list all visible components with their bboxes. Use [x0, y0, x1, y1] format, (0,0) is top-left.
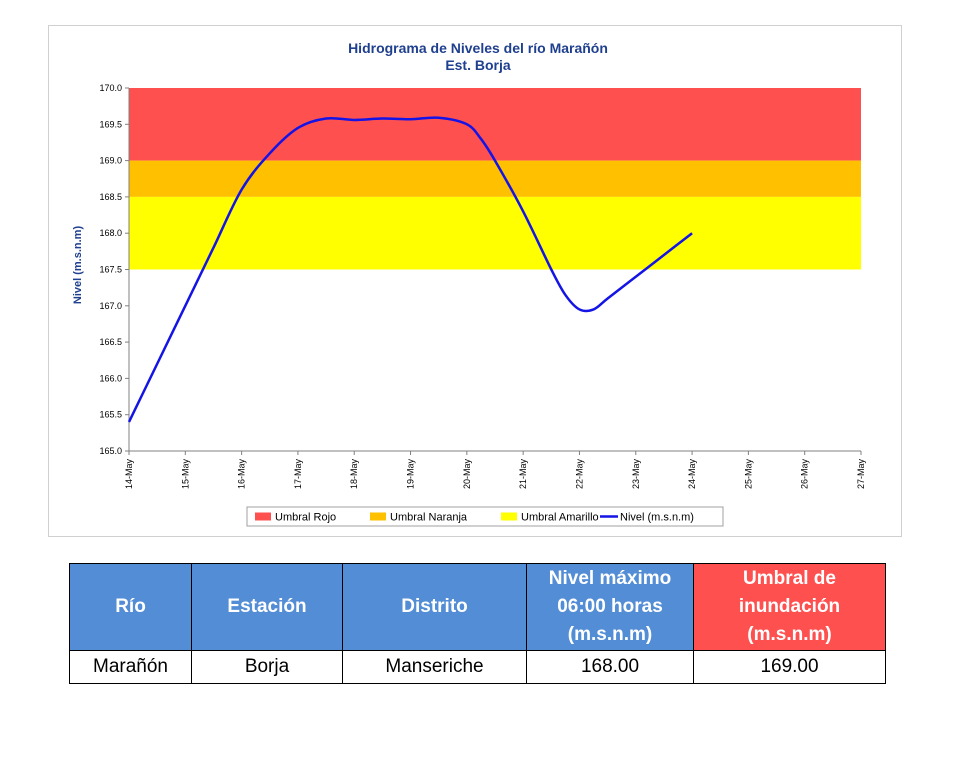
- x-tick-label: 25-May: [743, 459, 753, 490]
- x-tick-label: 22-May: [574, 459, 584, 490]
- y-tick-label: 167.5: [99, 265, 122, 275]
- x-tick-label: 14-May: [124, 459, 134, 490]
- hydrograph-chart: Hidrograma de Niveles del río Marañón Es…: [72, 40, 866, 527]
- y-tick-label: 167.0: [99, 301, 122, 311]
- header-rio: Río: [69, 563, 192, 651]
- x-tick-label: 21-May: [518, 459, 528, 490]
- legend-swatch: [501, 512, 517, 521]
- cell-nivel-maximo: 168.00: [526, 650, 694, 684]
- band-umbral-amarillo: [129, 196, 861, 270]
- x-tick-label: 18-May: [349, 459, 359, 490]
- y-tick-label: 168.5: [99, 192, 122, 202]
- y-tick-label: 166.0: [99, 373, 122, 383]
- y-tick-label: 169.5: [99, 119, 122, 129]
- y-axis-label: Nivel (m.s.n.m): [72, 226, 84, 305]
- y-tick-label: 170.0: [99, 83, 122, 93]
- x-tick-label: 27-May: [856, 459, 866, 490]
- x-tick-label: 23-May: [631, 459, 641, 490]
- header-nivel-maximo: Nivel máximo 06:00 horas (m.s.n.m): [526, 563, 694, 651]
- y-tick-labels: 165.0 165.5 166.0 166.5 167.0 167.5 168.0 168.5…: [99, 83, 129, 456]
- x-tick-label: 24-May: [687, 459, 697, 490]
- table-header-row: Río Estación Distrito Nivel máximo 06:00…: [69, 563, 886, 651]
- cell-umbral-inundacion: 169.00: [693, 650, 886, 684]
- legend-swatch: [255, 512, 271, 521]
- cell-distrito: Manseriche: [342, 650, 527, 684]
- chart-frame: Hidrograma de Niveles del río Marañón Es…: [48, 25, 902, 537]
- station-info-table: Río Estación Distrito Nivel máximo 06:00…: [69, 563, 886, 684]
- threshold-bands: [129, 88, 861, 270]
- legend-label: Umbral Naranja: [390, 512, 468, 524]
- header-distrito: Distrito: [342, 563, 527, 651]
- cell-estacion: Borja: [191, 650, 343, 684]
- table-row: Marañón Borja Manseriche 168.00 169.00: [69, 650, 886, 684]
- chart-title: Hidrograma de Niveles del río Marañón: [348, 40, 608, 56]
- band-umbral-naranja: [129, 160, 861, 197]
- x-tick-label: 20-May: [462, 459, 472, 490]
- x-tick-label: 19-May: [406, 459, 416, 490]
- y-tick-label: 168.0: [99, 228, 122, 238]
- legend-box: [246, 506, 724, 527]
- x-tick-label: 15-May: [180, 459, 190, 490]
- legend-label: Nivel (m.s.n.m): [620, 512, 694, 524]
- cell-rio: Marañón: [69, 650, 192, 684]
- band-umbral-rojo: [129, 88, 861, 161]
- legend-label: Umbral Rojo: [275, 512, 336, 524]
- legend-label: Umbral Amarillo: [521, 512, 599, 524]
- series-line-nivel: [127, 116, 693, 423]
- header-estacion: Estación: [191, 563, 343, 651]
- y-tick-label: 165.0: [99, 446, 122, 456]
- header-umbral-inundacion: Umbral de inundación (m.s.n.m): [693, 563, 886, 651]
- x-tick-label: 17-May: [293, 459, 303, 490]
- y-tick-label: 166.5: [99, 337, 122, 347]
- legend: Umbral Rojo Umbral Naranja Umbral Amarillo…: [246, 506, 724, 527]
- y-tick-label: 169.0: [99, 156, 122, 166]
- chart-subtitle: Est. Borja: [445, 57, 511, 73]
- x-tick-label: 26-May: [800, 459, 810, 490]
- y-tick-label: 165.5: [99, 410, 122, 420]
- x-tick-label: 16-May: [237, 459, 247, 490]
- legend-swatch: [370, 512, 386, 521]
- x-tick-labels: 14-May 15-May 16-May 17-May 18-May 19-May 20-M…: [124, 451, 866, 489]
- series-layer: [127, 116, 693, 423]
